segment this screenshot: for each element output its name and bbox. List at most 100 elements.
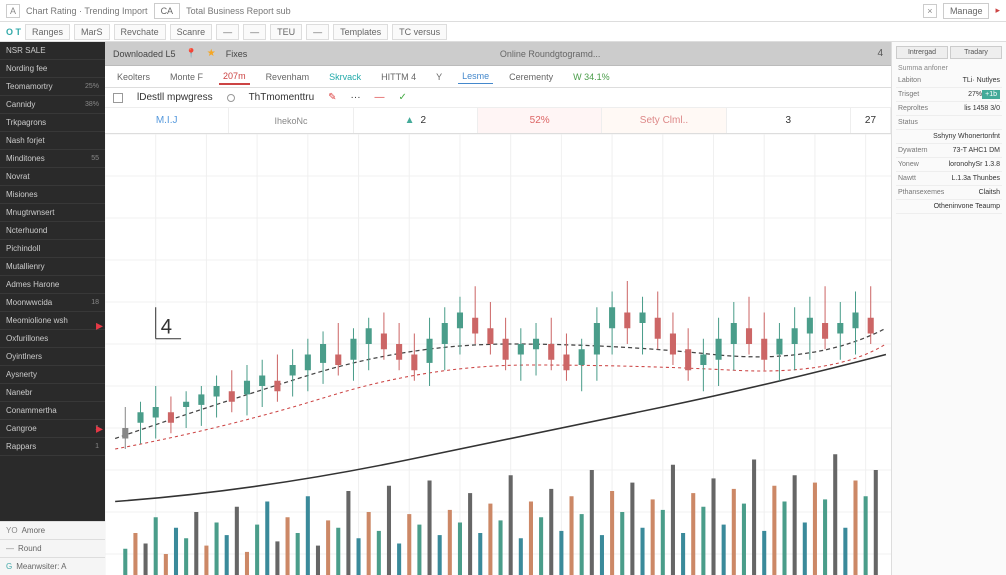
sidebar-item[interactable]: Oyintlners [0,348,105,366]
tab[interactable]: MarS [74,24,110,40]
metric-code[interactable]: M.I.J [156,115,178,126]
tab-bar: O T RangesMarSRevchateScanre——TEU—Templa… [0,22,1006,42]
toolbar-item[interactable]: Fixes [226,49,248,59]
sidebar-item[interactable]: Cannidy38% [0,96,105,114]
sidebar-item[interactable]: Meomiolione wsh [0,312,105,330]
panel-row: YonewloronohySr 1.3.8 [896,158,1002,172]
red-arrow-icon: ▸ [96,317,103,334]
sidebar-item[interactable]: Teomamortry25% [0,78,105,96]
logo-text: O T [6,27,21,37]
metric-value: 3 [786,115,792,126]
details-panel: Intrergad Tradary Summa anfoner LabitonT… [891,42,1006,575]
sidebar-item[interactable]: Ncterhuond [0,222,105,240]
metric-label: IhekoNc [274,116,307,126]
sidebar-item[interactable]: Aysnerty [0,366,105,384]
metric-value: 52% [530,115,550,126]
ca-button[interactable]: CA [154,3,181,19]
sidebar-item[interactable]: Conammertha [0,402,105,420]
panel-row: Sshyny Whonertonfnt [896,130,1002,144]
line-icon[interactable]: ― [375,92,385,103]
toolbar-item[interactable]: 207m [219,69,250,85]
triangle-up-icon: ▲ [405,115,415,126]
panel-row: Status [896,116,1002,130]
sidebar-item[interactable]: Rappars1 [0,438,105,456]
sidebar-item[interactable]: Misiones [0,186,105,204]
svg-text:4: 4 [161,315,172,338]
tab[interactable]: Revchate [114,24,166,40]
top-toolbar: A Chart Rating · Trending Import CA Tota… [0,0,1006,22]
circle-icon[interactable] [227,94,235,102]
chart-toolbar-2: Keolters Monte F 207m Revenham Skrvack HITTM … [105,66,891,88]
sidebar-item[interactable]: Cangroe1 [0,420,105,438]
metrics-bar: M.I.J IhekoNc ▲ 2 52% Sety Clml.. 3 27 [105,108,891,134]
sidebar-item[interactable]: Oxfurillones [0,330,105,348]
toolbar-item[interactable]: Keolters [113,70,154,84]
metric-value: 27 [865,115,876,126]
sidebar-item[interactable]: Nash forjet [0,132,105,150]
sidebar-item[interactable]: Minditones55 [0,150,105,168]
panel-row: Dywatern73-T AHC1 DM [896,144,1002,158]
sidebar-item[interactable]: Nanebr [0,384,105,402]
red-arrow-icon: ▸ [96,420,103,437]
checkbox-label: lDestll mpwgress [137,92,213,103]
panel-row: Trisget27%+1b [896,88,1002,102]
check-icon[interactable]: ✓ [399,92,407,103]
tab[interactable]: — [243,24,266,40]
chart-toolbar-1: Downloaded L5 📍 ★ Fixes Online Roundgtog… [105,42,891,66]
sidebar-bottom-item[interactable]: YOAmore [0,521,105,539]
tab[interactable]: Templates [333,24,388,40]
toolbar-item[interactable]: Skrvack [325,70,365,84]
sidebar-item[interactable]: Moonwwcida18 [0,294,105,312]
toolbar-item[interactable]: W 34.1% [569,70,614,84]
toolbar-item[interactable]: Cerementy [505,70,557,84]
panel-tab[interactable]: Intrergad [896,46,948,59]
pin-icon[interactable]: 📍 [186,48,197,59]
metric-label[interactable]: Sety Clml.. [640,115,688,126]
watchlist-sidebar: NSR SALENording feeTeomamortry25%Cannidy… [0,42,105,575]
arrow-right-icon[interactable]: ▸ [995,5,1000,16]
toolbar-item[interactable]: Downloaded L5 [113,49,176,59]
panel-row: NawttL.1.3a Thunbes [896,172,1002,186]
sidebar-bottom-item[interactable]: —Round [0,539,105,557]
sidebar-bottom-item[interactable]: GMeanwsiter: A [0,557,105,575]
tab[interactable]: Ranges [25,24,70,40]
tab[interactable]: TC versus [392,24,447,40]
toolbar-item[interactable]: ThTmomenttru [249,92,315,103]
panel-row: PthansexemesClaitsh [896,186,1002,200]
panel-row: LabitonTLi· Nutlyes [896,74,1002,88]
toolbar-count: 4 [853,48,883,59]
sidebar-item[interactable]: Mnugtrwnsert [0,204,105,222]
tab[interactable]: — [216,24,239,40]
search-placeholder[interactable]: Online Roundgtogramd... [257,49,843,59]
manage-button[interactable]: Manage [943,3,990,19]
panel-row: Otheninvone Teaump [896,200,1002,214]
tab[interactable]: — [306,24,329,40]
close-icon[interactable]: × [923,4,937,18]
toolbar-item[interactable]: Revenham [262,70,314,84]
sidebar-item[interactable]: Novrat [0,168,105,186]
sidebar-item[interactable]: Nording fee [0,60,105,78]
checkbox[interactable] [113,93,123,103]
sidebar-item[interactable]: Mutallienry [0,258,105,276]
price-chart[interactable]: 4 [105,134,891,575]
toolbar-item[interactable]: Y [432,70,446,84]
dots-icon[interactable]: ··· [351,92,361,103]
window-subtitle: Total Business Report sub [186,6,291,16]
sidebar-item[interactable]: NSR SALE [0,42,105,60]
tab[interactable]: Scanre [170,24,213,40]
sidebar-item[interactable]: Admes Harone [0,276,105,294]
metric-value: 2 [420,115,426,126]
app-icon-a[interactable]: A [6,4,20,18]
star-icon[interactable]: ★ [207,48,216,59]
panel-subtitle: Summa anfoner [896,63,1002,74]
panel-tab[interactable]: Tradary [950,46,1002,59]
tab[interactable]: TEU [270,24,302,40]
toolbar-item[interactable]: HITTM 4 [377,70,420,84]
pencil-icon[interactable]: ✎ [328,92,336,103]
sidebar-item[interactable]: Pichindoll [0,240,105,258]
toolbar-item[interactable]: Lesme [458,69,493,84]
toolbar-item[interactable]: Monte F [166,70,207,84]
sidebar-item[interactable]: Trkpagrons [0,114,105,132]
window-title: Chart Rating · Trending Import [26,6,148,16]
chart-toolbar-3: lDestll mpwgress ThTmomenttru ✎ ··· ― ✓ [105,88,891,108]
